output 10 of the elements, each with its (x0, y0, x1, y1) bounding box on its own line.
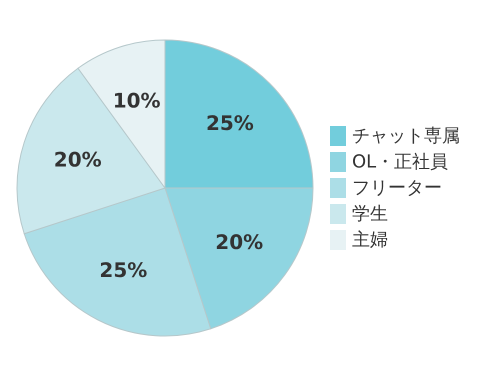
data-label: 20% (54, 148, 102, 172)
legend-label: チャット専属 (352, 126, 460, 146)
legend-label: 学生 (352, 204, 388, 224)
data-label: 10% (112, 88, 161, 113)
data-label: 25% (99, 258, 148, 282)
legend-label: 主婦 (352, 230, 388, 250)
data-label: 20% (215, 230, 264, 254)
legend-label: フリーター (352, 178, 442, 198)
legend-label: OL・正社員 (352, 152, 448, 172)
data-label: 25% (206, 111, 254, 136)
